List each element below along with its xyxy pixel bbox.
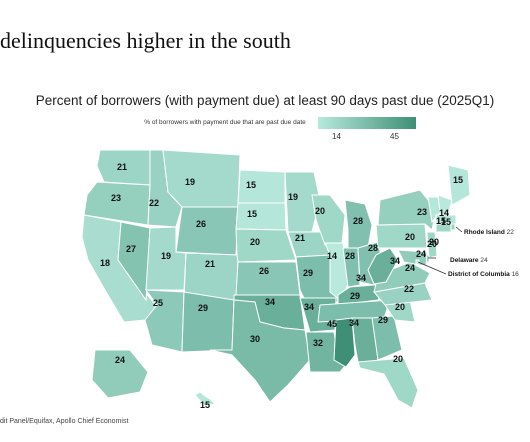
state-value-ar: 34: [304, 302, 314, 312]
state-value-wv: 34: [390, 256, 400, 266]
state-value-wi: 20: [315, 206, 325, 216]
state-value-wa: 21: [117, 162, 127, 172]
chart-title: Percent of borrowers (with payment due) …: [35, 93, 495, 108]
state-value-nm: 29: [198, 303, 208, 313]
state-value-hi: 15: [200, 400, 210, 410]
state-value-ut: 19: [161, 251, 171, 261]
state-value-id: 22: [149, 198, 159, 208]
legend-max-label: 45: [390, 132, 399, 141]
state-value-tn: 29: [350, 291, 360, 301]
state-value-nc: 22: [404, 284, 414, 294]
state-value-ct: 20: [429, 237, 439, 247]
state-value-mi: 28: [353, 216, 363, 226]
state-value-ny: 23: [417, 207, 427, 217]
state-value-nj: 20: [427, 239, 437, 249]
legend-min-label: 14: [332, 132, 341, 141]
state-value-nd: 15: [246, 180, 256, 190]
state-value-sc: 20: [395, 302, 405, 312]
state-shape-ak: [91, 349, 149, 399]
state-value-az: 25: [153, 298, 163, 308]
state-shape-ms: [333, 317, 356, 368]
state-value-ga: 29: [378, 315, 388, 325]
state-shape-ri: [450, 223, 456, 231]
callout-line-dc: [417, 261, 447, 275]
state-value-ne: 20: [250, 237, 260, 247]
state-shape-mt: [162, 149, 241, 208]
legend-color-bar: [318, 117, 416, 129]
state-value-ak: 24: [115, 355, 125, 365]
state-shape-ma: [435, 214, 457, 225]
state-value-pa: 20: [405, 232, 415, 242]
callout-line-ri: [455, 226, 463, 233]
state-value-al: 34: [349, 318, 359, 328]
state-value-oh: 28: [368, 243, 378, 253]
state-value-ma: 15: [441, 217, 451, 227]
state-value-la: 32: [313, 338, 323, 348]
state-value-md: 24: [416, 249, 426, 259]
state-value-ca: 18: [100, 258, 110, 268]
state-value-sd: 15: [247, 209, 257, 219]
state-shape-wy: [175, 206, 239, 256]
state-value-co: 21: [205, 259, 215, 269]
state-shape-fl: [357, 357, 419, 409]
state-value-va: 24: [405, 263, 415, 273]
state-value-mt: 19: [185, 177, 195, 187]
state-value-nv: 27: [126, 244, 136, 254]
state-value-mn: 19: [288, 192, 298, 202]
state-shape-nm: [181, 291, 235, 353]
state-shape-va: [373, 261, 431, 293]
state-value-wy: 26: [196, 219, 206, 229]
source-note: dit Panel/Equifax, Apollo Chief Economis…: [0, 418, 129, 425]
state-value-nh: 14: [439, 208, 449, 218]
state-shape-ct: [435, 223, 452, 233]
state-value-me: 15: [453, 175, 463, 185]
state-shape-tx: [209, 299, 311, 403]
legend-title: % of borrowers with payment due that are…: [144, 119, 306, 126]
state-value-in: 28: [345, 251, 355, 261]
state-shape-or: [83, 181, 151, 226]
state-shape-nv: [117, 221, 151, 302]
state-shape-ne: [235, 228, 297, 263]
state-value-tx: 30: [250, 334, 260, 344]
state-value-or: 23: [111, 193, 121, 203]
state-shape-me: [447, 164, 471, 206]
state-value-ok: 34: [265, 297, 275, 307]
state-value-il: 14: [327, 251, 337, 261]
state-shape-ny: [377, 189, 437, 231]
state-shape-hi: [194, 391, 217, 407]
state-value-ks: 26: [259, 266, 269, 276]
state-value-mo: 29: [303, 268, 313, 278]
state-shape-pa: [375, 223, 428, 249]
state-shape-ga: [371, 315, 403, 361]
state-value-ia: 21: [295, 233, 305, 243]
state-value-dc: District of Columbia 16: [448, 271, 519, 278]
state-value-vt: 15: [436, 216, 446, 226]
headline: delinquencies higher in the south: [0, 28, 291, 53]
state-shape-in: [342, 247, 361, 288]
state-value-fl: 20: [393, 354, 403, 364]
state-shape-sd: [235, 202, 287, 231]
state-value-ms: 45: [327, 319, 337, 329]
state-shape-md: [397, 249, 428, 267]
state-value-de: Delaware 24: [450, 257, 488, 264]
state-value-ky: 34: [356, 273, 366, 283]
state-shape-nj: [426, 231, 438, 259]
state-value-ri: Rhode Island 22: [464, 229, 514, 236]
